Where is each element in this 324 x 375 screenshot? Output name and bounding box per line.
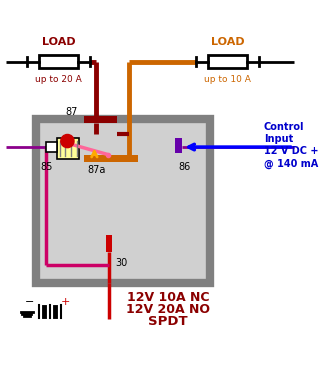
Bar [36,118,210,284]
Bar [57,138,79,159]
Bar [84,117,117,123]
Text: 87: 87 [65,107,78,117]
Text: 12V 10A NC: 12V 10A NC [127,291,209,304]
Text: LOAD: LOAD [211,37,245,46]
Text: up to 10 A: up to 10 A [204,75,251,84]
Text: Control
Input
12 V DC +
@ 140 mA: Control Input 12 V DC + @ 140 mA [264,122,318,169]
Text: 12V 20A NO: 12V 20A NO [126,303,210,316]
Bar [175,138,182,153]
Text: 86: 86 [178,162,191,172]
Text: up to 20 A: up to 20 A [35,75,82,84]
Text: LOAD: LOAD [41,37,75,46]
Bar [46,142,57,152]
Circle shape [61,135,74,148]
Text: SPDT: SPDT [148,315,188,328]
Bar [84,156,138,162]
Text: +: + [61,297,71,307]
Text: 30: 30 [115,258,128,268]
Bar [208,55,247,68]
Bar [106,236,112,252]
Bar [39,55,78,68]
Text: 85: 85 [40,162,52,172]
Text: 87a: 87a [87,165,105,175]
Text: −: − [25,297,35,307]
